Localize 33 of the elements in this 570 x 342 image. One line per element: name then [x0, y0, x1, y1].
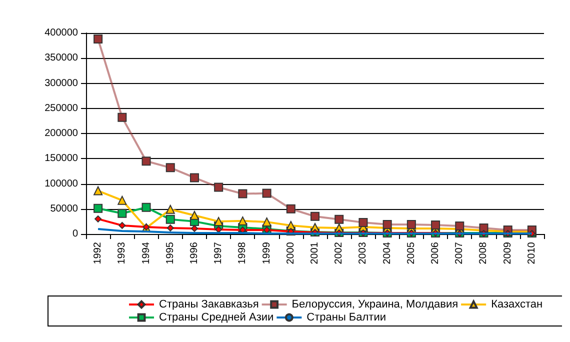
x-tick-label: 1993 [116, 242, 128, 264]
y-tick-label: 400000 [44, 28, 78, 38]
y-tick-label: 200000 [44, 128, 78, 139]
x-tick-label: 2000 [285, 242, 296, 264]
y-tick-label: 300000 [44, 78, 78, 89]
x-tick-label: 2009 [502, 242, 514, 264]
legend-label: Белоруссия, Украина, Молдавия [292, 298, 458, 310]
x-tick-label: 2007 [454, 242, 466, 264]
x-tick-label: 1996 [188, 242, 200, 264]
x-tick-label: 2010 [526, 242, 538, 264]
x-tick-label: 1995 [164, 242, 176, 264]
x-tick-label: 1994 [140, 242, 152, 264]
legend-label: Страны Закавказья [159, 298, 259, 310]
x-tick-label: 2002 [334, 242, 345, 264]
x-tick-label: 2004 [382, 242, 393, 264]
y-tick-label: 350000 [44, 52, 78, 64]
x-tick-label: 1998 [237, 242, 248, 264]
x-tick-label: 1992 [92, 242, 104, 264]
x-tick-label: 2001 [310, 242, 320, 264]
x-tick-label: 2003 [358, 242, 369, 264]
x-tick-label: 2005 [406, 242, 417, 264]
y-tick-label: 0 [72, 228, 78, 240]
legend-label: Страны Балтии [306, 312, 386, 324]
x-tick-label: 1997 [213, 242, 224, 264]
x-tick-label: 2006 [430, 242, 442, 264]
y-tick-label: 250000 [44, 102, 78, 114]
y-tick-label: 150000 [44, 153, 78, 164]
legend-label: Страны Средней Азии [159, 312, 274, 324]
y-tick-label: 100000 [44, 178, 78, 190]
x-tick-label: 2008 [478, 242, 490, 264]
y-tick-label: 50000 [50, 203, 78, 214]
x-tick-label: 1999 [261, 242, 272, 264]
legend-label: Казахстан [491, 298, 543, 310]
